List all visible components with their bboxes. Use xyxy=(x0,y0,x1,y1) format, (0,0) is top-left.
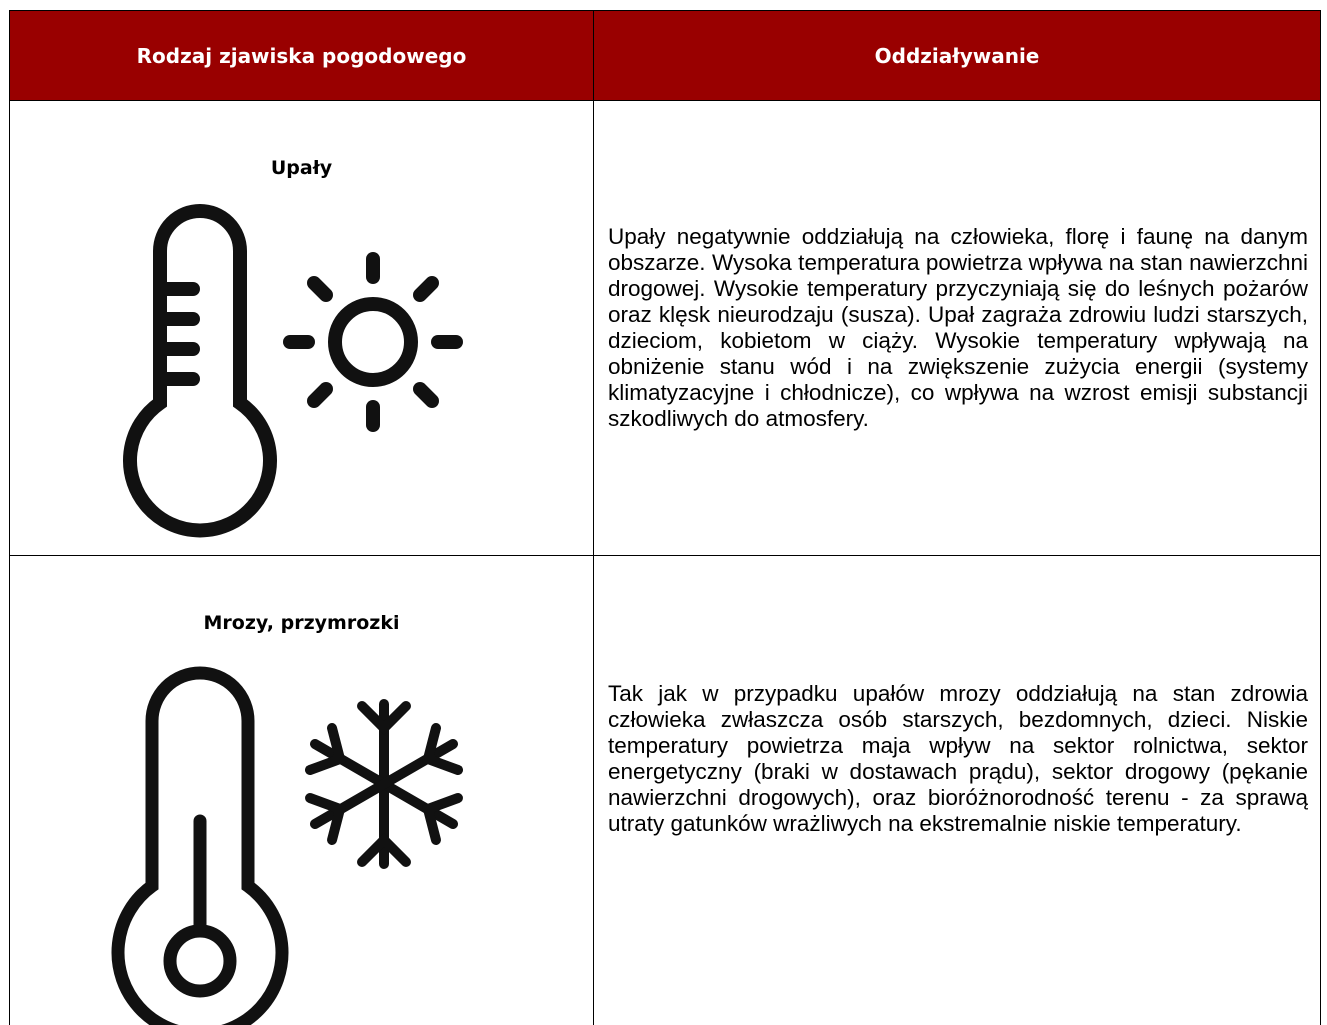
cell: Upały xyxy=(9,100,594,556)
cell: Upały negatywnie oddziałują na człowieka… xyxy=(593,100,1321,556)
frost-icon xyxy=(111,666,463,1025)
heat-icon xyxy=(123,204,463,538)
header-text: Rodzaj zjawiska pogodowego xyxy=(136,43,467,68)
cell: Tak jak w przypadku upałów mrozy oddział… xyxy=(593,555,1321,1025)
sun xyxy=(283,252,463,432)
header-cell: Oddziaływanie xyxy=(593,10,1321,101)
header-cell: Rodzaj zjawiska pogodowego xyxy=(9,10,594,101)
cell: Mrozy, przymrozki xyxy=(9,555,594,1025)
snowflake xyxy=(305,699,463,869)
row-title: Upały xyxy=(270,157,333,179)
description: Tak jak w przypadku upałów mrozy oddział… xyxy=(608,681,1308,836)
thermometer-bulb xyxy=(163,924,237,998)
thermometer xyxy=(111,666,289,1025)
description: Upały negatywnie oddziałują na człowieka… xyxy=(608,224,1308,431)
row-title: Mrozy, przymrozki xyxy=(203,612,400,634)
thermometer xyxy=(123,204,277,538)
header-text: Oddziaływanie xyxy=(874,43,1040,68)
thermometer-ticks xyxy=(160,282,200,386)
